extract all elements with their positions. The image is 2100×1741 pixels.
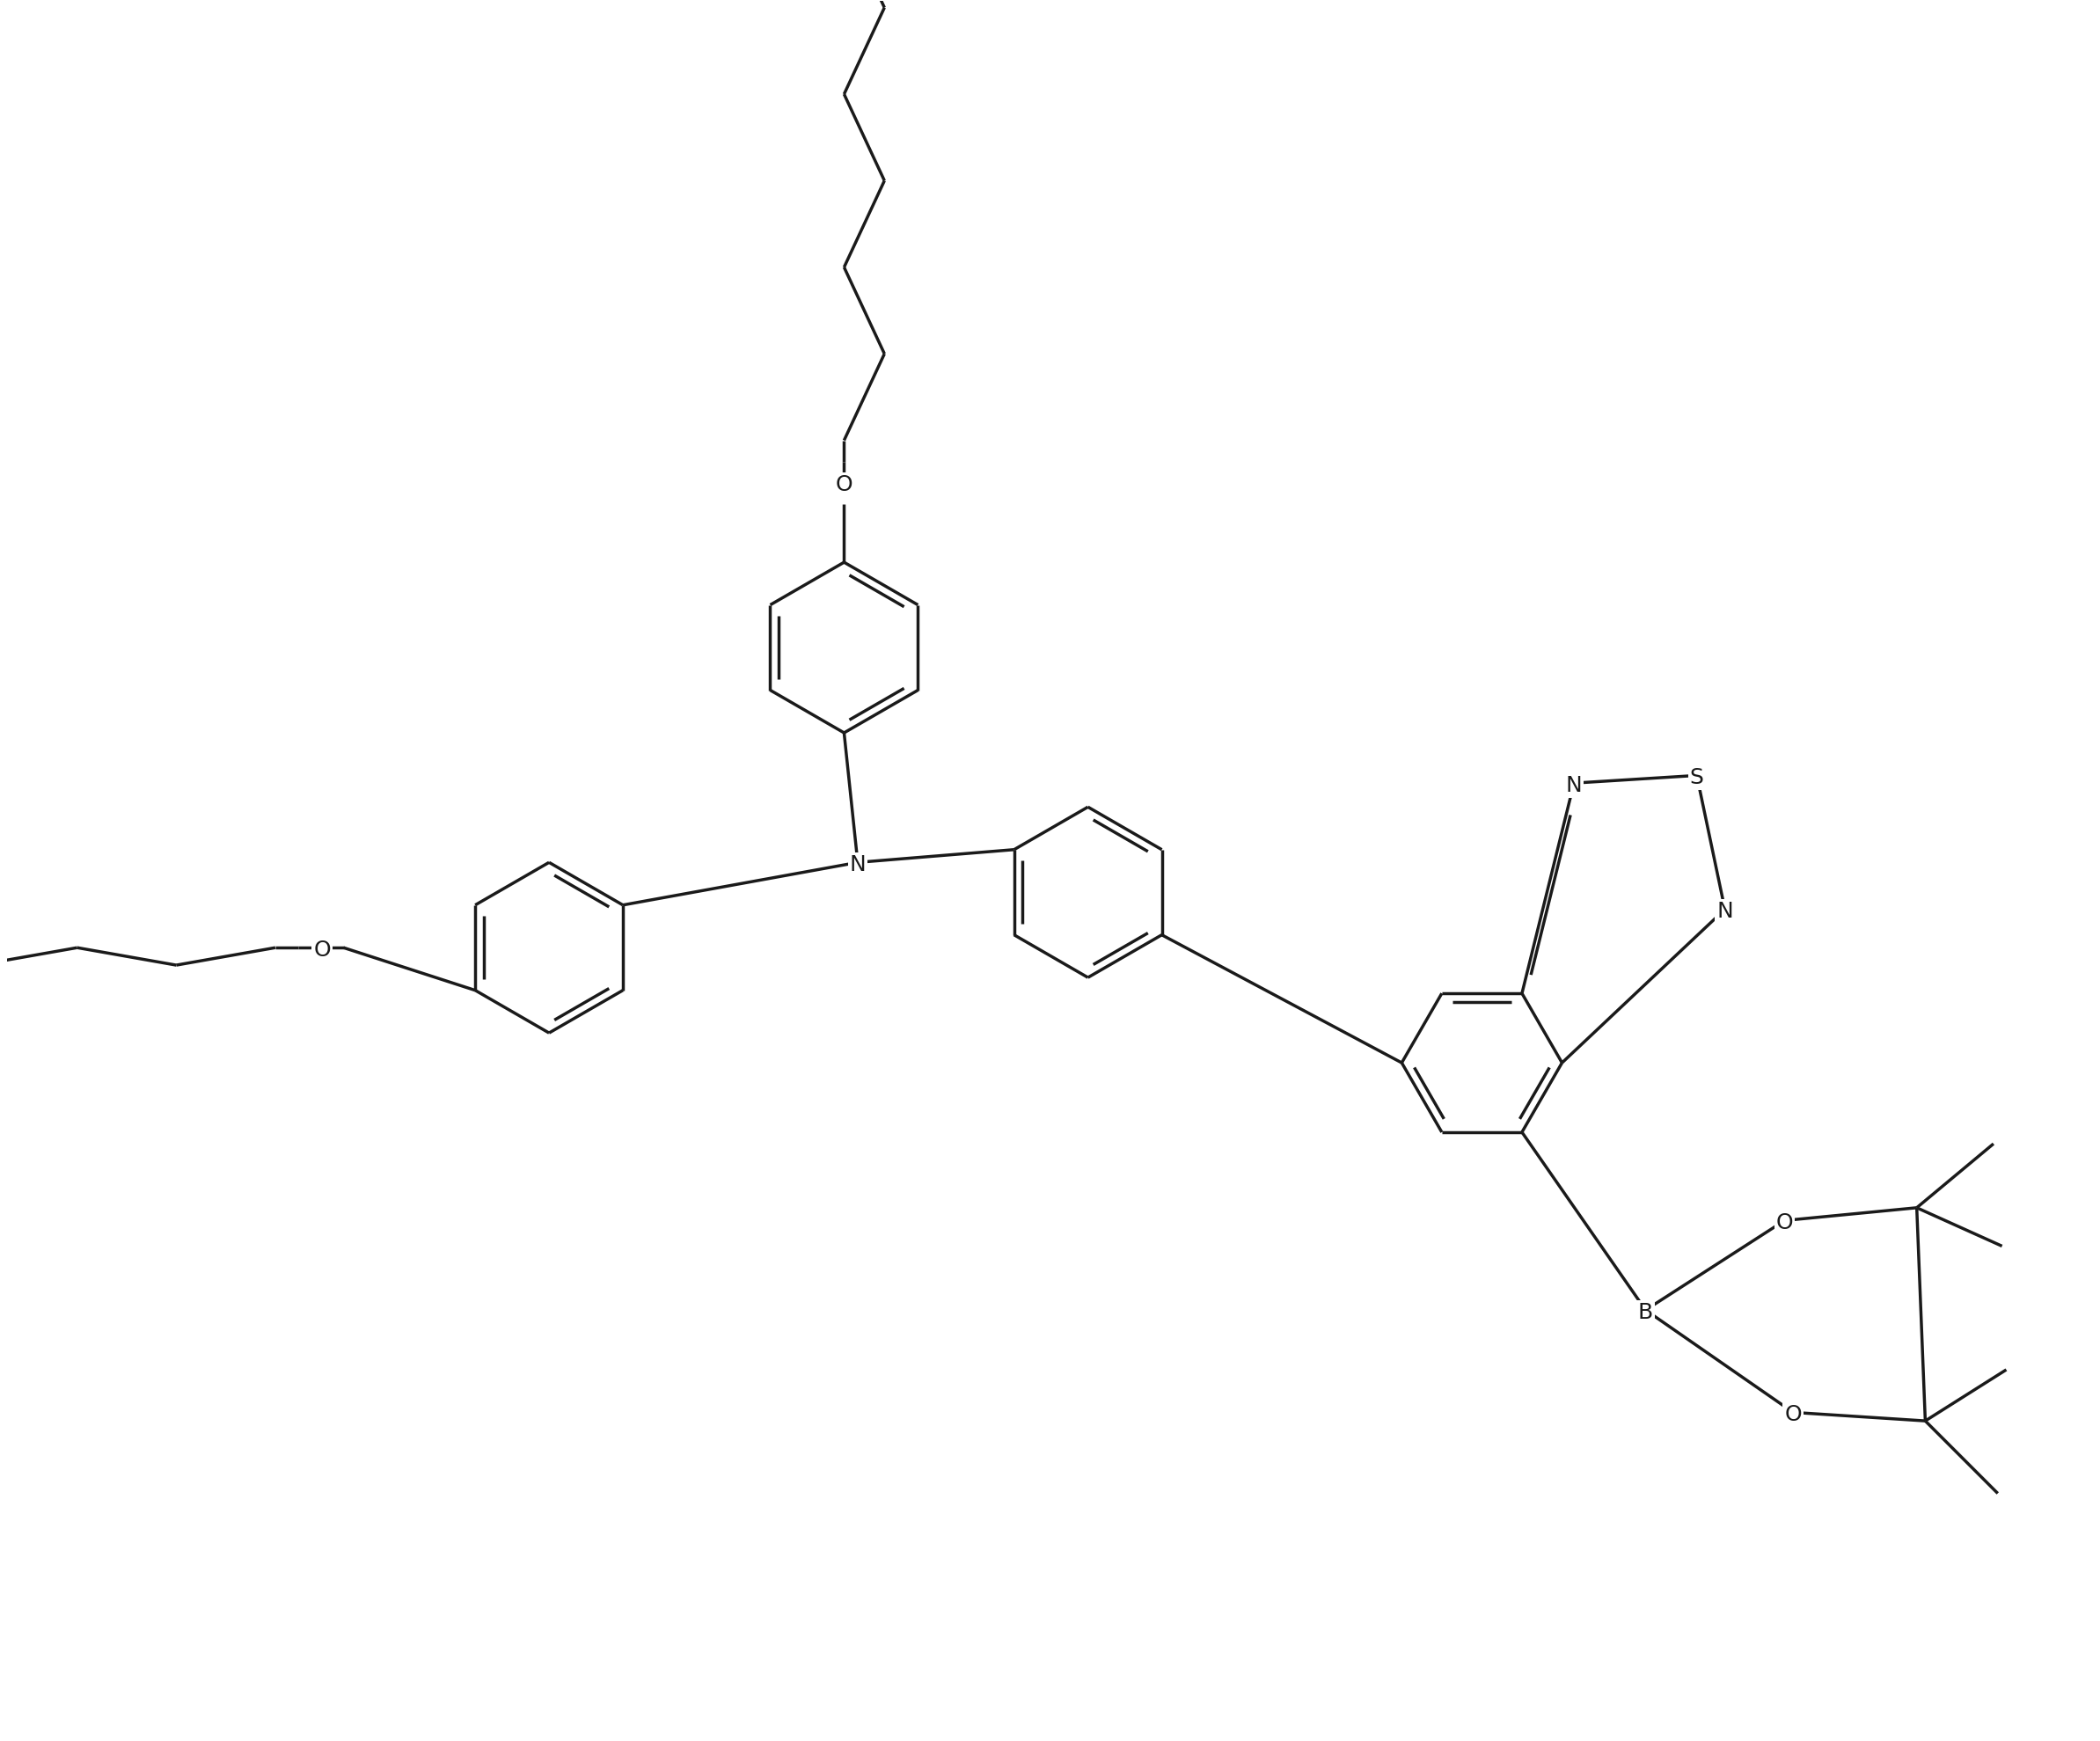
Text: N: N — [850, 855, 865, 876]
Text: N: N — [1716, 900, 1732, 923]
Text: B: B — [1638, 1302, 1653, 1323]
Text: N: N — [1567, 775, 1581, 796]
Text: O: O — [836, 475, 853, 496]
Text: S: S — [1690, 768, 1703, 789]
Text: O: O — [313, 940, 332, 961]
Text: O: O — [1785, 1403, 1802, 1426]
Text: O: O — [1777, 1212, 1793, 1233]
